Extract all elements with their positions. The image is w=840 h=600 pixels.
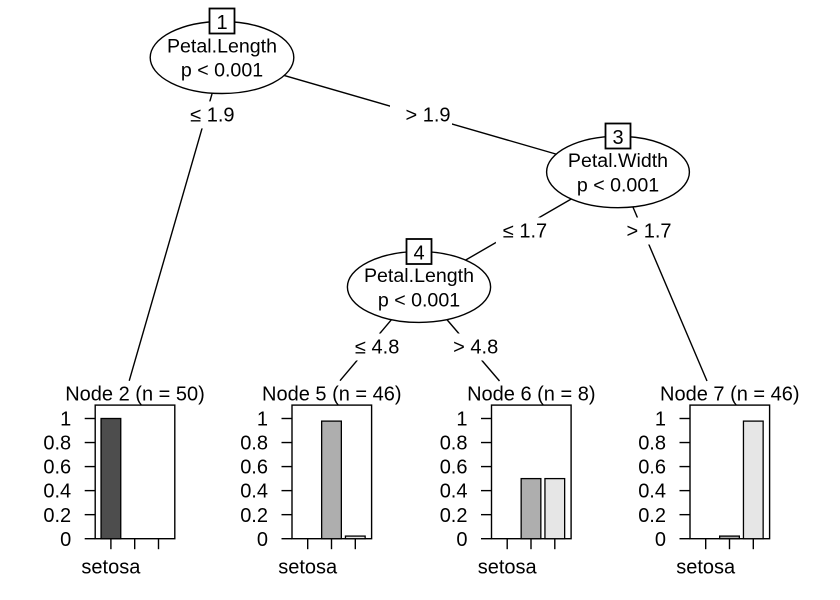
svg-text:0.6: 0.6: [240, 457, 268, 479]
svg-text:1: 1: [456, 409, 467, 431]
svg-text:0.2: 0.2: [43, 505, 71, 527]
svg-text:Petal.Length: Petal.Length: [167, 35, 277, 57]
svg-text:1: 1: [257, 409, 268, 431]
svg-text:p < 0.001: p < 0.001: [181, 60, 263, 82]
svg-text:Node 5 (n = 46): Node 5 (n = 46): [262, 383, 402, 405]
svg-text:0: 0: [655, 529, 666, 551]
svg-text:0.4: 0.4: [638, 481, 666, 503]
svg-text:0.8: 0.8: [43, 433, 71, 455]
svg-text:1: 1: [216, 12, 227, 34]
svg-text:> 1.9: > 1.9: [405, 104, 450, 126]
svg-text:0.6: 0.6: [440, 457, 468, 479]
svg-text:0.6: 0.6: [43, 457, 71, 479]
svg-text:Node 6 (n = 8): Node 6 (n = 8): [467, 383, 595, 405]
svg-text:0.2: 0.2: [240, 505, 268, 527]
svg-text:p < 0.001: p < 0.001: [378, 289, 460, 311]
svg-text:4: 4: [413, 243, 424, 265]
svg-text:0: 0: [257, 529, 268, 551]
svg-text:setosa: setosa: [81, 557, 141, 579]
svg-text:1: 1: [655, 409, 666, 431]
svg-text:> 1.7: > 1.7: [626, 221, 671, 243]
svg-text:Node 2 (n = 50): Node 2 (n = 50): [65, 383, 205, 405]
svg-text:0.4: 0.4: [440, 481, 468, 503]
svg-text:Petal.Width: Petal.Width: [568, 150, 668, 172]
svg-text:0.6: 0.6: [638, 457, 666, 479]
svg-text:1: 1: [60, 409, 71, 431]
svg-text:setosa: setosa: [278, 557, 338, 579]
svg-text:0.4: 0.4: [240, 481, 268, 503]
svg-text:0.4: 0.4: [43, 481, 71, 503]
svg-text:≤ 4.8: ≤ 4.8: [355, 337, 399, 359]
svg-text:3: 3: [612, 127, 623, 149]
svg-text:0.8: 0.8: [638, 433, 666, 455]
svg-text:setosa: setosa: [676, 557, 736, 579]
svg-text:≤ 1.9: ≤ 1.9: [190, 104, 234, 126]
svg-text:> 4.8: > 4.8: [453, 337, 498, 359]
svg-text:0.2: 0.2: [440, 505, 468, 527]
svg-text:setosa: setosa: [478, 557, 538, 579]
svg-text:0.8: 0.8: [240, 433, 268, 455]
svg-text:0.8: 0.8: [440, 433, 468, 455]
svg-text:0: 0: [60, 529, 71, 551]
svg-text:≤ 1.7: ≤ 1.7: [503, 221, 547, 243]
svg-text:0.2: 0.2: [638, 505, 666, 527]
svg-text:p < 0.001: p < 0.001: [577, 174, 659, 196]
svg-text:Node 7 (n = 46): Node 7 (n = 46): [660, 383, 800, 405]
svg-text:Petal.Length: Petal.Length: [364, 265, 474, 287]
svg-text:0: 0: [456, 529, 467, 551]
